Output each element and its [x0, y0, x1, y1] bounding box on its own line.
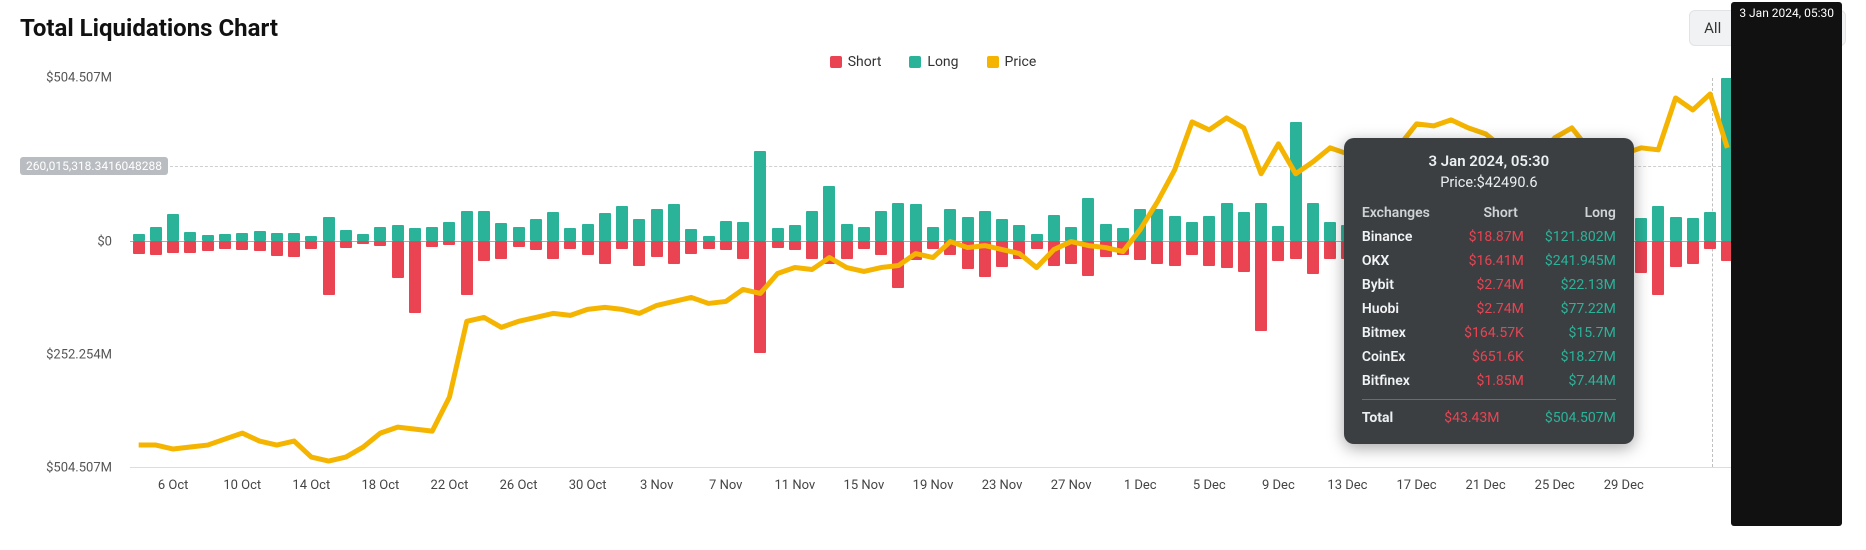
x-tick: 3 Nov — [640, 478, 673, 493]
tooltip-total-short: $43.43M — [1418, 410, 1500, 426]
long-swatch — [909, 56, 921, 68]
tooltip-head-short: Short — [1436, 205, 1518, 221]
legend-long[interactable]: Long — [909, 54, 958, 70]
short-swatch — [830, 56, 842, 68]
legend-long-label: Long — [927, 54, 958, 70]
y-left-tick: $252.254M — [46, 347, 112, 362]
x-tick: 26 Oct — [500, 478, 538, 493]
page-title: Total Liquidations Chart — [20, 14, 278, 42]
x-axis: 6 Oct 10 Oct 14 Oct 18 Oct 22 Oct 26 Oct 30 Oc… — [130, 472, 1736, 508]
tooltip-head-exchanges: Exchanges — [1362, 205, 1430, 221]
legend-price[interactable]: Price — [987, 54, 1037, 70]
price-swatch — [987, 56, 999, 68]
x-tick: 19 Nov — [913, 478, 954, 493]
legend-short[interactable]: Short — [830, 54, 882, 70]
x-tick: 27 Nov — [1051, 478, 1092, 493]
y-left-tick: $0 — [97, 234, 112, 249]
tooltip-row: OKX$16.41M$241.945M — [1362, 249, 1616, 273]
tooltip-price: Price:$42490.6 — [1362, 174, 1616, 191]
legend-price-label: Price — [1005, 54, 1037, 70]
tooltip-row: Bybit$2.74M$22.13M — [1362, 273, 1616, 297]
tooltip-head-long: Long — [1524, 205, 1616, 221]
x-tick: 5 Dec — [1193, 478, 1226, 493]
tooltip-date: 3 Jan 2024, 05:30 — [1362, 152, 1616, 170]
x-tick: 15 Nov — [844, 478, 885, 493]
x-tick: 10 Oct — [223, 478, 261, 493]
tooltip-row: Binance$18.87M$121.802M — [1362, 225, 1616, 249]
tooltip-row: Bitmex$164.57K$15.7M — [1362, 321, 1616, 345]
tooltip-row: CoinEx$651.6K$18.27M — [1362, 345, 1616, 369]
legend-short-label: Short — [848, 54, 882, 70]
x-tick: 21 Dec — [1466, 478, 1506, 493]
filter-1-label: All — [1704, 19, 1721, 37]
chart-tooltip: 3 Jan 2024, 05:30 Price:$42490.6 Exchang… — [1344, 138, 1634, 444]
x-tick: 14 Oct — [292, 478, 330, 493]
tooltip-row: Bitfinex$1.85M$7.44M — [1362, 369, 1616, 393]
y-axis-left: $504.507M$0$252.254M$504.507M — [20, 78, 120, 468]
x-tick: 13 Dec — [1327, 478, 1367, 493]
y-left-tick: $504.507M — [46, 71, 112, 86]
y-left-tick: $504.507M — [46, 461, 112, 476]
x-tick: 1 Dec — [1124, 478, 1157, 493]
liquidations-chart[interactable]: $504.507M$0$252.254M$504.507M $45.00K$42… — [20, 78, 1846, 508]
chart-legend: Short Long Price — [0, 54, 1866, 70]
tooltip-total-long: $504.507M — [1524, 410, 1616, 426]
x-tick: 29 Dec — [1604, 478, 1644, 493]
x-axis-badge: 3 Jan 2024, 05:30 — [1731, 2, 1842, 526]
x-tick: 17 Dec — [1396, 478, 1436, 493]
x-tick: 7 Nov — [709, 478, 742, 493]
x-tick: 30 Oct — [569, 478, 607, 493]
x-tick: 9 Dec — [1262, 478, 1295, 493]
x-tick: 18 Oct — [361, 478, 399, 493]
x-tick: 6 Oct — [158, 478, 189, 493]
tooltip-total-label: Total — [1362, 410, 1393, 426]
tooltip-row: Huobi$2.74M$77.22M — [1362, 297, 1616, 321]
x-tick: 22 Oct — [431, 478, 469, 493]
x-tick: 23 Nov — [982, 478, 1023, 493]
x-tick: 11 Nov — [774, 478, 815, 493]
x-tick: 25 Dec — [1535, 478, 1575, 493]
